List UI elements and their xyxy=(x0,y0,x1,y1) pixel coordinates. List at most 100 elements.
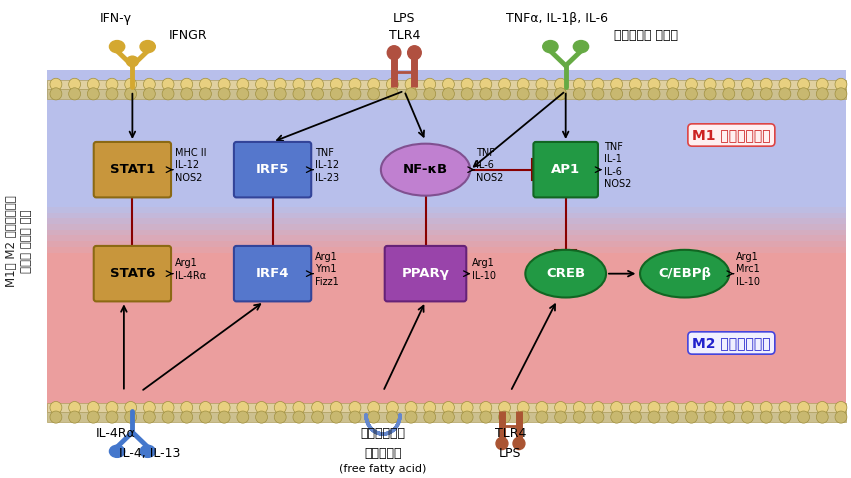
Ellipse shape xyxy=(496,437,508,450)
Circle shape xyxy=(760,78,772,90)
Text: CREB: CREB xyxy=(546,267,585,280)
Circle shape xyxy=(517,411,529,423)
Polygon shape xyxy=(48,93,846,98)
Circle shape xyxy=(443,411,454,423)
Circle shape xyxy=(499,411,511,423)
Circle shape xyxy=(405,402,417,413)
Polygon shape xyxy=(48,184,846,190)
Circle shape xyxy=(69,402,81,413)
Circle shape xyxy=(816,78,828,90)
Circle shape xyxy=(536,88,548,100)
Ellipse shape xyxy=(513,437,525,450)
Text: TNF
IL-1
IL-6
NOS2: TNF IL-1 IL-6 NOS2 xyxy=(604,142,631,189)
Circle shape xyxy=(106,88,118,100)
Polygon shape xyxy=(48,213,846,218)
Ellipse shape xyxy=(110,41,125,53)
Circle shape xyxy=(517,402,529,413)
Polygon shape xyxy=(48,76,846,81)
Polygon shape xyxy=(48,361,846,367)
Circle shape xyxy=(686,88,697,100)
Circle shape xyxy=(330,402,342,413)
Circle shape xyxy=(69,88,81,100)
Circle shape xyxy=(779,88,791,100)
Circle shape xyxy=(499,402,511,413)
Circle shape xyxy=(405,88,417,100)
Circle shape xyxy=(106,411,118,423)
Circle shape xyxy=(199,88,211,100)
Circle shape xyxy=(311,78,323,90)
Text: TNF
IL-6
NOS2: TNF IL-6 NOS2 xyxy=(477,148,504,183)
Polygon shape xyxy=(48,173,846,178)
FancyBboxPatch shape xyxy=(385,246,466,302)
Polygon shape xyxy=(48,127,846,133)
Circle shape xyxy=(461,402,473,413)
Circle shape xyxy=(480,78,492,90)
Circle shape xyxy=(69,78,81,90)
Circle shape xyxy=(125,88,137,100)
Circle shape xyxy=(163,78,174,90)
Text: LPS: LPS xyxy=(393,11,415,24)
Circle shape xyxy=(368,78,380,90)
Text: TLR4: TLR4 xyxy=(494,427,526,441)
Polygon shape xyxy=(48,167,846,173)
Circle shape xyxy=(779,411,791,423)
Circle shape xyxy=(274,402,286,413)
FancyBboxPatch shape xyxy=(48,89,846,98)
Circle shape xyxy=(199,402,211,413)
Text: NF-κB: NF-κB xyxy=(403,163,448,176)
Polygon shape xyxy=(48,236,846,241)
Circle shape xyxy=(349,411,361,423)
Circle shape xyxy=(760,88,772,100)
Circle shape xyxy=(741,78,753,90)
Polygon shape xyxy=(48,121,846,127)
Circle shape xyxy=(797,88,809,100)
Circle shape xyxy=(480,411,492,423)
Circle shape xyxy=(555,411,567,423)
Polygon shape xyxy=(48,161,846,167)
Polygon shape xyxy=(48,332,846,338)
Circle shape xyxy=(144,402,156,413)
Circle shape xyxy=(574,402,585,413)
Circle shape xyxy=(592,402,604,413)
Polygon shape xyxy=(48,378,846,384)
Text: IRF5: IRF5 xyxy=(256,163,289,176)
Ellipse shape xyxy=(543,41,558,53)
Polygon shape xyxy=(48,104,846,110)
Circle shape xyxy=(722,411,734,423)
Circle shape xyxy=(180,411,192,423)
Polygon shape xyxy=(48,252,846,258)
Circle shape xyxy=(349,88,361,100)
Text: 사이토카인 수용체: 사이토카인 수용체 xyxy=(614,29,678,42)
Circle shape xyxy=(349,402,361,413)
Polygon shape xyxy=(48,401,846,407)
Circle shape xyxy=(797,402,809,413)
Circle shape xyxy=(517,88,529,100)
Circle shape xyxy=(88,402,100,413)
Circle shape xyxy=(311,402,323,413)
Circle shape xyxy=(611,411,623,423)
FancyBboxPatch shape xyxy=(48,413,846,422)
Circle shape xyxy=(144,411,156,423)
Circle shape xyxy=(648,411,660,423)
Circle shape xyxy=(255,88,267,100)
Circle shape xyxy=(592,78,604,90)
Circle shape xyxy=(424,88,436,100)
Circle shape xyxy=(536,411,548,423)
Circle shape xyxy=(180,402,192,413)
Circle shape xyxy=(835,402,847,413)
Circle shape xyxy=(199,411,211,423)
Circle shape xyxy=(461,78,473,90)
Circle shape xyxy=(555,78,567,90)
Circle shape xyxy=(218,78,230,90)
Circle shape xyxy=(480,402,492,413)
Text: Arg1
Mrc1
IL-10: Arg1 Mrc1 IL-10 xyxy=(735,252,760,287)
Ellipse shape xyxy=(127,56,139,66)
Text: MHC II
IL-12
NOS2: MHC II IL-12 NOS2 xyxy=(174,148,206,183)
Circle shape xyxy=(536,402,548,413)
Circle shape xyxy=(349,78,361,90)
Circle shape xyxy=(368,88,380,100)
Polygon shape xyxy=(48,224,846,230)
Circle shape xyxy=(293,78,305,90)
Polygon shape xyxy=(48,293,846,298)
Ellipse shape xyxy=(408,46,421,60)
